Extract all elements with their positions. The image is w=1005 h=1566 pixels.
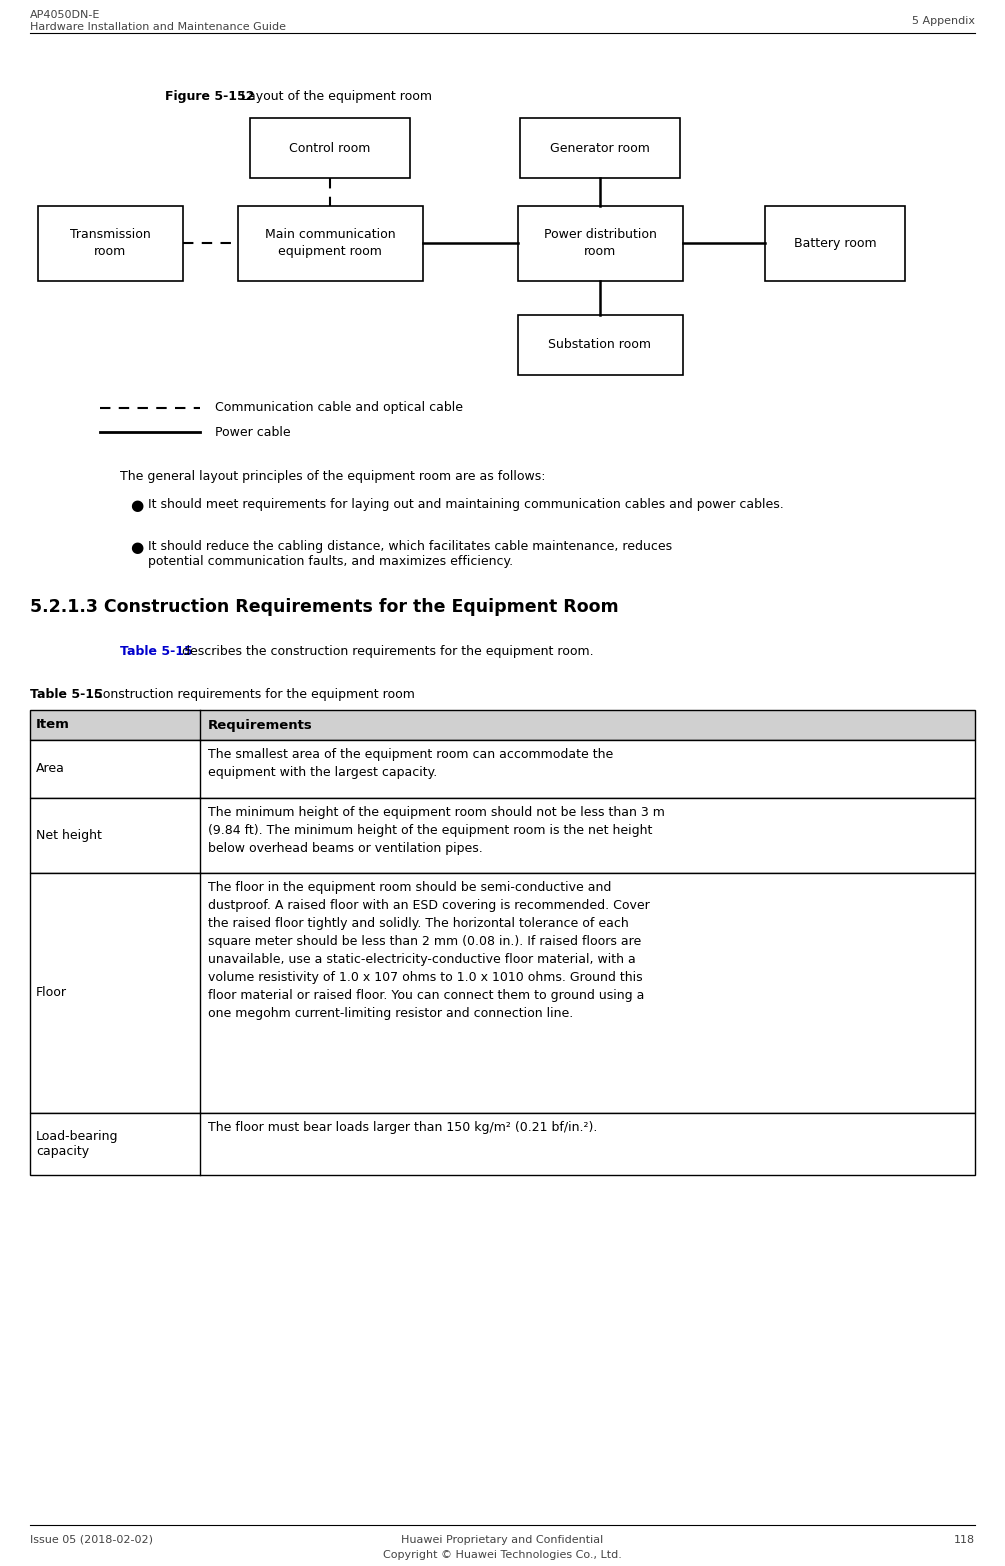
Text: Battery room: Battery room (794, 236, 876, 249)
Text: 118: 118 (954, 1535, 975, 1546)
Text: Construction requirements for the equipment room: Construction requirements for the equipm… (90, 687, 415, 702)
Bar (518, 205, 682, 280)
Text: Load-bearing
capacity: Load-bearing capacity (36, 1131, 119, 1157)
Text: Generator room: Generator room (550, 141, 650, 155)
Text: Area: Area (36, 763, 65, 775)
Text: The general layout principles of the equipment room are as follows:: The general layout principles of the equ… (120, 470, 546, 482)
Text: Figure 5-152: Figure 5-152 (165, 89, 254, 103)
Text: The floor in the equipment room should be semi-conductive and
dustproof. A raise: The floor in the equipment room should b… (208, 882, 650, 1019)
Text: 5 Appendix: 5 Appendix (912, 16, 975, 27)
Bar (765, 205, 905, 280)
Text: Item: Item (36, 719, 70, 731)
Text: describes the construction requirements for the equipment room.: describes the construction requirements … (178, 645, 594, 658)
Text: The minimum height of the equipment room should not be less than 3 m
(9.84 ft). : The minimum height of the equipment room… (208, 806, 665, 855)
Text: ●: ● (130, 498, 144, 514)
Text: Floor: Floor (36, 987, 67, 999)
Text: ●: ● (130, 540, 144, 554)
Text: Issue 05 (2018-02-02): Issue 05 (2018-02-02) (30, 1535, 153, 1546)
Text: Net height: Net height (36, 828, 102, 843)
Bar (518, 315, 682, 374)
Text: Power cable: Power cable (215, 426, 290, 438)
Text: Power distribution
room: Power distribution room (544, 229, 656, 258)
Bar (30, 1113, 975, 1174)
Text: It should reduce the cabling distance, which facilitates cable maintenance, redu: It should reduce the cabling distance, w… (148, 540, 672, 568)
Text: Requirements: Requirements (208, 719, 313, 731)
Text: Layout of the equipment room: Layout of the equipment room (237, 89, 432, 103)
Bar (237, 205, 422, 280)
Text: Huawei Proprietary and Confidential: Huawei Proprietary and Confidential (401, 1535, 604, 1546)
Bar (520, 117, 680, 179)
Bar (30, 709, 975, 741)
Bar (30, 799, 975, 872)
Bar (250, 117, 410, 179)
Text: Communication cable and optical cable: Communication cable and optical cable (215, 401, 463, 415)
Text: The floor must bear loads larger than 150 kg/m² (0.21 bf/in.²).: The floor must bear loads larger than 15… (208, 1121, 597, 1134)
Text: Copyright © Huawei Technologies Co., Ltd.: Copyright © Huawei Technologies Co., Ltd… (383, 1550, 622, 1560)
Text: 5.2.1.3 Construction Requirements for the Equipment Room: 5.2.1.3 Construction Requirements for th… (30, 598, 619, 615)
Text: AP4050DN-E: AP4050DN-E (30, 9, 100, 20)
Text: Control room: Control room (289, 141, 371, 155)
Text: Main communication
equipment room: Main communication equipment room (264, 229, 395, 258)
Text: The smallest area of the equipment room can accommodate the
equipment with the l: The smallest area of the equipment room … (208, 749, 613, 778)
Text: It should meet requirements for laying out and maintaining communication cables : It should meet requirements for laying o… (148, 498, 784, 511)
Text: Transmission
room: Transmission room (69, 229, 151, 258)
Bar (30, 741, 975, 799)
Text: Table 5-15: Table 5-15 (120, 645, 193, 658)
Text: Table 5-15: Table 5-15 (30, 687, 103, 702)
Bar (30, 872, 975, 1113)
Text: Hardware Installation and Maintenance Guide: Hardware Installation and Maintenance Gu… (30, 22, 286, 31)
Bar (37, 205, 183, 280)
Text: Substation room: Substation room (549, 338, 651, 351)
